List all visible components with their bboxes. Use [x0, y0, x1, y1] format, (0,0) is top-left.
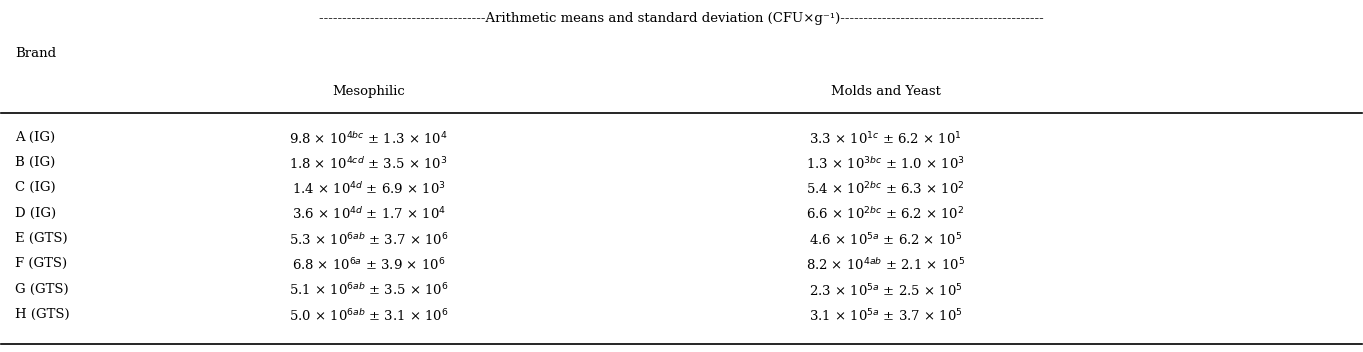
Text: 1.3 × 10$^{3bc}$ ± 1.0 × 10$^{3}$: 1.3 × 10$^{3bc}$ ± 1.0 × 10$^{3}$ [806, 156, 965, 172]
Text: B (IG): B (IG) [15, 156, 56, 169]
Text: 2.3 × 10$^{5a}$ ± 2.5 × 10$^{5}$: 2.3 × 10$^{5a}$ ± 2.5 × 10$^{5}$ [808, 283, 962, 299]
Text: 5.1 × 10$^{6ab}$ ± 3.5 × 10$^{6}$: 5.1 × 10$^{6ab}$ ± 3.5 × 10$^{6}$ [289, 283, 448, 298]
Text: D (IG): D (IG) [15, 207, 56, 220]
Text: 5.4 × 10$^{2bc}$ ± 6.3 × 10$^{2}$: 5.4 × 10$^{2bc}$ ± 6.3 × 10$^{2}$ [806, 181, 965, 197]
Text: 5.0 × 10$^{6ab}$ ± 3.1 × 10$^{6}$: 5.0 × 10$^{6ab}$ ± 3.1 × 10$^{6}$ [289, 308, 448, 324]
Text: 3.6 × 10$^{4d}$ ± 1.7 × 10$^{4}$: 3.6 × 10$^{4d}$ ± 1.7 × 10$^{4}$ [292, 207, 446, 222]
Text: 1.4 × 10$^{4d}$ ± 6.9 × 10$^{3}$: 1.4 × 10$^{4d}$ ± 6.9 × 10$^{3}$ [292, 181, 446, 197]
Text: 3.3 × 10$^{1c}$ ± 6.2 × 10$^{1}$: 3.3 × 10$^{1c}$ ± 6.2 × 10$^{1}$ [810, 131, 962, 147]
Text: 8.2 × 10$^{4ab}$ ± 2.1 × 10$^{5}$: 8.2 × 10$^{4ab}$ ± 2.1 × 10$^{5}$ [806, 257, 965, 273]
Text: A (IG): A (IG) [15, 131, 55, 144]
Text: Molds and Yeast: Molds and Yeast [830, 85, 940, 98]
Text: G (GTS): G (GTS) [15, 283, 68, 296]
Text: 5.3 × 10$^{6ab}$ ± 3.7 × 10$^{6}$: 5.3 × 10$^{6ab}$ ± 3.7 × 10$^{6}$ [289, 232, 448, 248]
Text: 6.8 × 10$^{6a}$ ± 3.9 × 10$^{6}$: 6.8 × 10$^{6a}$ ± 3.9 × 10$^{6}$ [292, 257, 446, 274]
Text: Mesophilic: Mesophilic [333, 85, 405, 98]
Text: 3.1 × 10$^{5a}$ ± 3.7 × 10$^{5}$: 3.1 × 10$^{5a}$ ± 3.7 × 10$^{5}$ [808, 308, 962, 325]
Text: F (GTS): F (GTS) [15, 257, 67, 270]
Text: 9.8 × 10$^{4bc}$ ± 1.3 × 10$^{4}$: 9.8 × 10$^{4bc}$ ± 1.3 × 10$^{4}$ [289, 131, 448, 146]
Text: C (IG): C (IG) [15, 181, 56, 194]
Text: 1.8 × 10$^{4cd}$ ± 3.5 × 10$^{3}$: 1.8 × 10$^{4cd}$ ± 3.5 × 10$^{3}$ [289, 156, 448, 172]
Text: H (GTS): H (GTS) [15, 308, 70, 321]
Text: ------------------------------------Arithmetic means and standard deviation (CFU: ------------------------------------Arit… [319, 12, 1044, 25]
Text: E (GTS): E (GTS) [15, 232, 68, 245]
Text: 6.6 × 10$^{2bc}$ ± 6.2 × 10$^{2}$: 6.6 × 10$^{2bc}$ ± 6.2 × 10$^{2}$ [807, 207, 965, 222]
Text: 4.6 × 10$^{5a}$ ± 6.2 × 10$^{5}$: 4.6 × 10$^{5a}$ ± 6.2 × 10$^{5}$ [808, 232, 962, 249]
Text: Brand: Brand [15, 47, 56, 60]
